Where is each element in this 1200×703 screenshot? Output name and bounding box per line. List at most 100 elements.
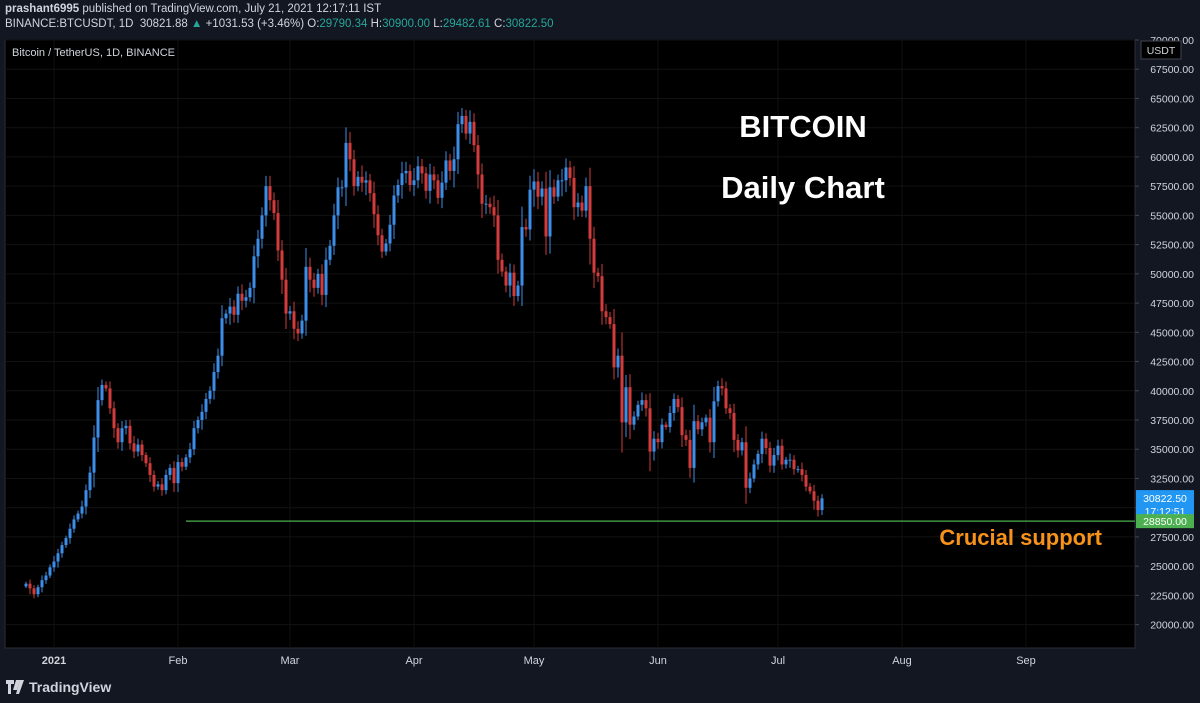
y-tick-label: 67500.00	[1150, 64, 1194, 76]
candle-body	[28, 583, 32, 589]
support-annotation: Crucial support	[939, 525, 1102, 550]
candle-body	[164, 474, 168, 491]
candle-body	[348, 142, 352, 160]
candle-body	[588, 186, 592, 239]
candle-body	[144, 455, 148, 464]
y-tick-label: 20000.00	[1150, 620, 1194, 632]
candle-body	[604, 311, 608, 318]
candle-body	[120, 428, 124, 443]
candle-body	[564, 167, 568, 181]
candle-body	[376, 214, 380, 236]
candle-body	[428, 174, 432, 191]
x-tick-label: Aug	[892, 655, 912, 667]
candle-body	[712, 401, 716, 443]
candle-body	[496, 215, 500, 260]
candle-body	[508, 272, 512, 286]
candle-body	[464, 116, 468, 134]
candle-body	[688, 439, 692, 468]
candle-body	[336, 187, 340, 216]
candle-body	[228, 306, 232, 314]
y-tick-label: 25000.00	[1150, 561, 1194, 573]
candle-body	[608, 317, 612, 325]
candle-body	[392, 195, 396, 225]
last-price-label: 30822.50	[1143, 493, 1187, 505]
candle-body	[812, 491, 816, 501]
candle-body	[192, 428, 196, 450]
y-tick-label: 50000.00	[1150, 269, 1194, 281]
candle-body	[292, 311, 296, 329]
plot-background	[4, 39, 1136, 649]
low-label: L:	[433, 18, 443, 30]
candle-body	[592, 238, 596, 273]
publish-info: prashant6995 published on TradingView.co…	[5, 3, 381, 15]
candlestick-chart[interactable]: 20000.0022500.0025000.0027500.0030000.00…	[0, 36, 1200, 672]
candle-body	[272, 200, 276, 214]
candle-body	[88, 472, 92, 491]
chart-title: BITCOIN	[739, 109, 866, 144]
candle-body	[744, 442, 748, 488]
time-axis[interactable]: 2021 Feb Mar Apr May Jun Jul Aug Sep	[42, 655, 1036, 667]
candle-body	[296, 328, 300, 334]
candle-body	[308, 266, 312, 280]
support-price-badge[interactable]	[1136, 514, 1194, 529]
candle-body	[808, 486, 812, 492]
candle-body	[424, 173, 428, 191]
publisher-name[interactable]: prashant6995	[5, 3, 80, 15]
candle-body	[200, 411, 204, 420]
candle-body	[148, 463, 152, 475]
x-tick-label: Sep	[1016, 655, 1036, 667]
candle-body	[288, 311, 292, 314]
candle-body	[572, 177, 576, 208]
candle-body	[556, 180, 560, 197]
candle-body	[328, 245, 332, 260]
candle-body	[620, 355, 624, 423]
candle-body	[104, 384, 108, 389]
candle-body	[488, 203, 492, 208]
candle-body	[528, 189, 532, 230]
candle-body	[732, 412, 736, 440]
high-value: 30900.00	[382, 18, 431, 30]
y-tick-label: 60000.00	[1150, 152, 1194, 164]
candle-body	[720, 386, 724, 389]
candle-body	[560, 180, 564, 182]
footer: TradingView	[0, 672, 1200, 703]
candle-body	[32, 588, 36, 595]
chart-area[interactable]: 20000.0022500.0025000.0027500.0030000.00…	[0, 36, 1200, 672]
price-axis[interactable]: 20000.0022500.0025000.0027500.0030000.00…	[1135, 36, 1194, 632]
candle-body	[188, 449, 192, 458]
currency-badge[interactable]	[1140, 40, 1182, 60]
candle-body	[628, 387, 632, 425]
candle-body	[544, 188, 548, 237]
candle-body	[452, 159, 456, 171]
candle-body	[652, 438, 656, 452]
brand[interactable]: TradingView	[6, 679, 111, 695]
candle-body	[600, 276, 604, 312]
candle-body	[804, 474, 808, 487]
candle-body	[764, 438, 768, 449]
candle-body	[352, 159, 356, 187]
candle-body	[212, 372, 216, 391]
candle-body	[116, 428, 120, 443]
candle-body	[44, 575, 48, 581]
candle-body	[440, 182, 444, 198]
candle-body	[524, 227, 528, 230]
candle-body	[492, 207, 496, 216]
candle-body	[160, 484, 164, 491]
x-tick-label: Jul	[771, 655, 785, 667]
candle-body	[680, 407, 684, 436]
symbol-info: BINANCE:BTCUSDT, 1D 30821.88 ▲ +1031.53 …	[5, 18, 553, 30]
candle-body	[432, 174, 436, 181]
candle-body	[300, 320, 304, 334]
y-tick-label: 42500.00	[1150, 357, 1194, 369]
candle-body	[208, 390, 212, 399]
candle-body	[536, 181, 540, 197]
y-tick-label: 47500.00	[1150, 298, 1194, 310]
candle-body	[256, 238, 260, 257]
candle-body	[136, 444, 140, 452]
x-tick-label: May	[524, 655, 545, 667]
candle-body	[460, 116, 464, 125]
candle-body	[816, 500, 820, 511]
publish-header: prashant6995 published on TradingView.co…	[0, 0, 1200, 36]
candle-body	[660, 424, 664, 443]
candle-body	[736, 439, 740, 451]
